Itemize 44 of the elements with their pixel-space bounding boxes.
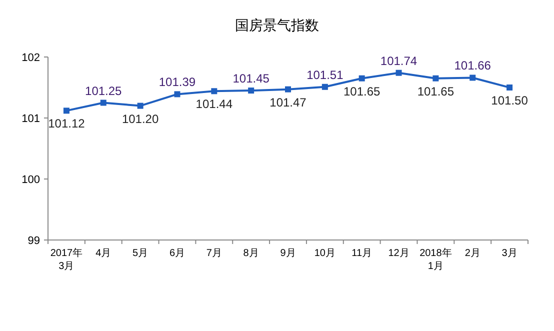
point — [506, 84, 513, 90]
data-label: 101.51 — [306, 68, 344, 82]
x-tick-label: 2017年 3月 — [50, 247, 83, 272]
data-label: 101.20 — [122, 112, 159, 126]
y-tick-label: 99 — [28, 235, 40, 247]
point — [432, 75, 439, 82]
point — [248, 88, 254, 94]
point — [358, 75, 365, 82]
data-label: 101.45 — [232, 72, 270, 86]
point — [396, 70, 402, 76]
x-tick-label: 7月 — [206, 248, 222, 259]
x-tick-label: 9月 — [280, 248, 296, 259]
data-label: 101.50 — [491, 94, 528, 108]
data-label: 101.47 — [270, 95, 307, 110]
x-tick-label: 3月 — [502, 248, 518, 259]
data-label: 101.74 — [380, 54, 418, 68]
point — [285, 86, 291, 92]
y-tick-label: 102 — [22, 52, 40, 64]
data-label: 101.65 — [343, 84, 381, 98]
point — [174, 91, 180, 98]
data-label: 101.66 — [454, 58, 492, 73]
chart-title: 国房景气指数 — [235, 17, 319, 33]
x-tick-label: 2月 — [464, 248, 480, 259]
point — [211, 88, 218, 94]
data-label: 101.12 — [48, 116, 86, 131]
point — [100, 100, 106, 106]
x-tick-label: 4月 — [96, 248, 112, 259]
data-label: 101.39 — [158, 75, 196, 90]
x-tick-label: 12月 — [388, 248, 410, 259]
x-tick-label: 8月 — [243, 248, 259, 259]
point — [63, 108, 70, 114]
point — [322, 84, 328, 90]
x-tick-label: 2018年 1月 — [420, 247, 452, 272]
y-tick-label: 100 — [22, 174, 40, 186]
x-tick-label: 11月 — [352, 248, 372, 259]
data-label: 101.65 — [417, 84, 454, 98]
x-tick-label: 10月 — [314, 248, 336, 259]
x-tick-label: 6月 — [169, 248, 186, 259]
data-label: 101.44 — [196, 97, 233, 112]
point — [470, 74, 476, 81]
y-tick-label: 101 — [22, 113, 40, 125]
point — [137, 102, 144, 109]
data-label: 101.25 — [85, 84, 122, 98]
x-tick-label: 5月 — [132, 248, 148, 259]
